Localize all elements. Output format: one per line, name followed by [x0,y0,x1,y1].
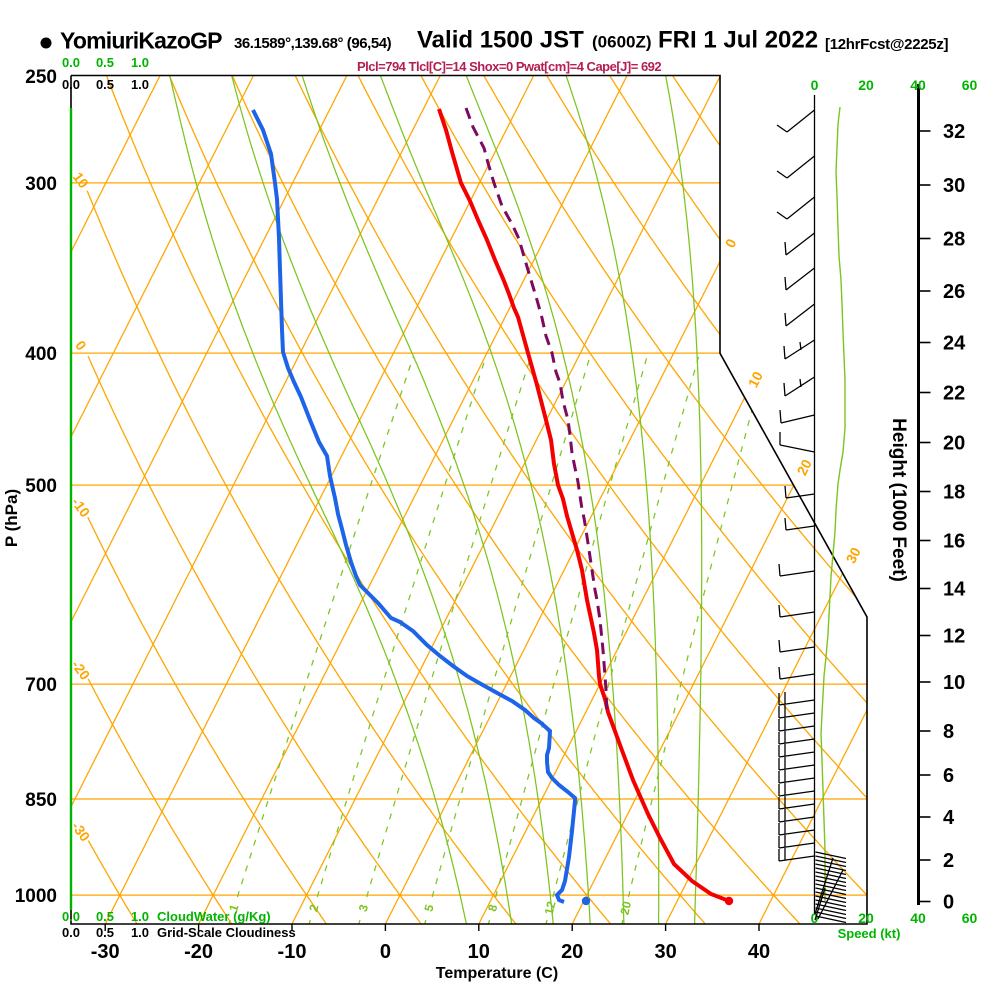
svg-text:26: 26 [943,281,965,303]
svg-text:[12hrFcst@2225z]: [12hrFcst@2225z] [825,36,949,53]
svg-text:1.0: 1.0 [131,909,149,924]
svg-text:1.0: 1.0 [131,77,149,92]
svg-text:18: 18 [943,482,965,504]
svg-text:10: 10 [745,369,766,390]
svg-text:20: 20 [943,433,965,455]
svg-text:30: 30 [843,545,864,566]
svg-text:(0600Z): (0600Z) [592,33,652,52]
svg-text:36.1589°,139.68° (96,54): 36.1589°,139.68° (96,54) [234,35,392,52]
svg-text:60: 60 [962,77,978,93]
svg-text:0.5: 0.5 [96,55,114,70]
svg-text:4: 4 [943,807,955,829]
svg-text:1.0: 1.0 [131,925,149,940]
svg-text:20: 20 [858,910,874,926]
svg-text:Temperature (C): Temperature (C) [436,965,558,982]
svg-text:FRI 1 Jul 2022: FRI 1 Jul 2022 [658,27,818,54]
svg-text:CloudWater (g/Kg): CloudWater (g/Kg) [157,909,271,924]
svg-text:-30: -30 [91,941,120,963]
svg-text:5: 5 [421,903,436,914]
svg-text:0: 0 [943,892,954,914]
svg-text:20: 20 [794,457,815,478]
svg-text:850: 850 [25,790,57,811]
svg-text:14: 14 [943,579,966,601]
svg-text:6: 6 [943,765,954,787]
svg-text:3: 3 [356,903,371,914]
svg-text:28: 28 [943,229,965,251]
svg-text:500: 500 [25,476,57,497]
svg-text:250: 250 [25,67,57,88]
svg-text:300: 300 [25,174,57,195]
svg-text:1.0: 1.0 [131,55,149,70]
svg-text:40: 40 [748,941,770,963]
svg-text:Grid-Scale Cloudiness: Grid-Scale Cloudiness [157,925,296,940]
svg-text:12: 12 [943,626,965,648]
svg-text:0: 0 [811,910,819,926]
svg-text:8: 8 [485,903,500,913]
svg-text:0.0: 0.0 [62,909,80,924]
svg-text:30: 30 [943,175,965,197]
svg-text:0: 0 [380,941,391,963]
svg-text:32: 32 [943,121,965,143]
svg-text:0.5: 0.5 [96,909,114,924]
svg-text:12: 12 [542,900,559,917]
svg-text:700: 700 [25,675,57,696]
svg-text:0: 0 [811,77,819,93]
svg-text:P (hPa): P (hPa) [2,489,21,547]
svg-text:20: 20 [858,77,874,93]
svg-text:2: 2 [943,850,954,872]
svg-text:40: 40 [910,77,926,93]
svg-text:60: 60 [962,910,978,926]
svg-text:10: 10 [943,672,965,694]
svg-text:0.5: 0.5 [96,925,114,940]
svg-text:40: 40 [910,910,926,926]
svg-text:0.0: 0.0 [62,55,80,70]
svg-text:24: 24 [943,333,966,355]
svg-text:Speed (kt): Speed (kt) [838,926,901,941]
svg-text:10: 10 [468,941,490,963]
svg-text:0.0: 0.0 [62,77,80,92]
svg-text:1: 1 [226,902,241,913]
svg-text:20: 20 [617,900,634,917]
svg-text:Height (1000 Feet): Height (1000 Feet) [888,418,909,582]
svg-text:8: 8 [943,721,954,743]
svg-text:0.0: 0.0 [62,925,80,940]
svg-text:16: 16 [943,531,965,553]
svg-text:20: 20 [561,941,583,963]
svg-text:2: 2 [306,902,321,913]
svg-text:400: 400 [25,344,57,365]
svg-text:30: 30 [654,941,676,963]
svg-text:22: 22 [943,383,965,405]
svg-text:1000: 1000 [15,886,57,907]
svg-text:YomiuriKazoGP: YomiuriKazoGP [60,28,222,54]
svg-text:Plcl=794 Tlcl[C]=14 Shox=0 Pwa: Plcl=794 Tlcl[C]=14 Shox=0 Pwat[cm]=4 Ca… [357,59,661,74]
svg-text:-20: -20 [184,941,213,963]
svg-text:Valid 1500 JST: Valid 1500 JST [417,27,584,54]
svg-text:0.5: 0.5 [96,77,114,92]
svg-text:-10: -10 [278,941,307,963]
